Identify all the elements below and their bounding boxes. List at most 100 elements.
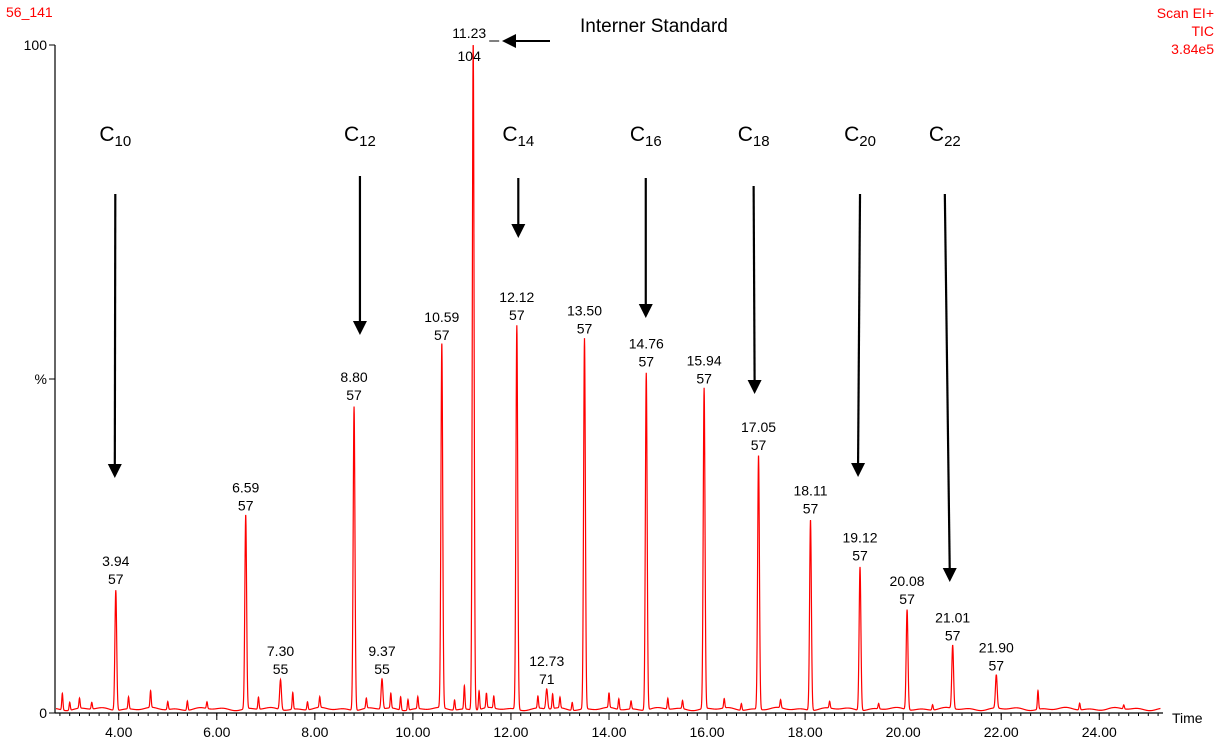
peak-mz-label: 57 [509, 307, 525, 323]
peak-rt-label: 8.80 [340, 369, 367, 385]
x-tick-label: 18.00 [788, 724, 823, 740]
carbon-marker-16: C16 [630, 123, 662, 318]
peak-rt-label: 11.23 [452, 25, 486, 41]
carbon-marker-18: C18 [738, 123, 770, 394]
peak-rt-label: 9.37 [368, 643, 395, 659]
carbon-label: C14 [502, 123, 534, 150]
down-arrow-shaft [752, 185, 756, 383]
x-tick-label: 6.00 [203, 724, 230, 740]
down-arrow-head [511, 224, 526, 238]
carbon-markers: C10 C12 C14 C16 C18 C20 C22 [99, 123, 961, 582]
carbon-label: C20 [844, 123, 876, 150]
peak-mz-label: 57 [899, 591, 915, 607]
tic-trace [55, 44, 1161, 712]
y-tick-label: 100 [24, 37, 48, 53]
peak-label: 9.37 55 [368, 643, 395, 677]
carbon-letter: C [929, 123, 944, 146]
peak-rt-label: 13.50 [567, 302, 602, 318]
internal-standard-arrow [502, 34, 550, 48]
peak-rt-label: 6.59 [232, 479, 259, 495]
peak-mz-label: 104 [458, 48, 482, 64]
carbon-letter: C [502, 123, 517, 146]
peak-rt-label: 21.01 [935, 610, 970, 626]
down-arrow-shaft [943, 193, 951, 571]
carbon-letter: C [630, 123, 645, 146]
peak-mz-label: 57 [346, 387, 362, 403]
peak-labels: 3.94 57 6.59 57 7.30 55 8.80 57 9.37 55 10.59 57 11.… [102, 25, 1014, 687]
peak-label: 12.73 71 [529, 653, 564, 687]
carbon-subscript: 14 [518, 133, 535, 150]
carbon-subscript: 16 [645, 133, 662, 150]
carbon-label: C18 [738, 123, 770, 150]
carbon-label: C12 [344, 123, 376, 150]
carbon-marker-20: C20 [844, 123, 876, 477]
peak-label: 15.94 57 [687, 352, 722, 386]
axis-ticks: 4.00 6.00 8.00 10.00 12.00 14.00 16.00 18.00 20.… [24, 37, 1203, 740]
carbon-subscript: 22 [944, 133, 961, 150]
peak-mz-label: 57 [238, 497, 254, 513]
x-tick-label: 24.00 [1082, 724, 1117, 740]
down-arrow-head [942, 568, 957, 582]
peak-label: 3.94 57 [102, 553, 129, 587]
x-tick-label: 22.00 [984, 724, 1019, 740]
peak-rt-label: 18.11 [793, 483, 827, 499]
peak-rt-label: 12.12 [499, 289, 534, 305]
axes [54, 45, 1163, 714]
peak-label: 12.12 57 [499, 289, 534, 323]
peak-label: 10.59 57 [424, 309, 459, 343]
carbon-label: C22 [929, 123, 961, 150]
carbon-subscript: 18 [753, 133, 770, 150]
carbon-subscript: 12 [359, 133, 376, 150]
peak-mz-label: 55 [273, 661, 289, 677]
peak-rt-label: 7.30 [267, 643, 294, 659]
left-arrow-head [502, 34, 516, 48]
carbon-marker-10: C10 [99, 123, 131, 478]
peak-rt-label: 15.94 [687, 352, 722, 368]
carbon-label: C16 [630, 123, 662, 150]
carbon-letter: C [738, 123, 753, 146]
carbon-letter: C [344, 123, 359, 146]
peak-rt-label: 14.76 [629, 336, 664, 352]
peak-rt-label: 12.73 [529, 653, 564, 669]
peak-label: 19.12 57 [842, 529, 877, 563]
x-tick-label: 4.00 [105, 724, 132, 740]
peak-label: 6.59 57 [232, 479, 259, 513]
x-tick-label: 16.00 [690, 724, 725, 740]
down-arrow-head [107, 464, 122, 478]
peak-mz-label: 57 [945, 628, 961, 644]
down-arrow-head [851, 463, 866, 477]
peak-mz-label: 57 [638, 354, 654, 370]
carbon-marker-22: C22 [929, 123, 961, 582]
sample-id: 56_141 [6, 4, 53, 20]
x-tick-label: 12.00 [493, 724, 528, 740]
peak-mz-label: 57 [696, 370, 712, 386]
carbon-marker-14: C14 [502, 123, 534, 238]
x-tick-label: 14.00 [591, 724, 626, 740]
peak-mz-label: 57 [852, 547, 868, 563]
intensity-scale: 3.84e5 [1171, 41, 1214, 57]
peak-mz-label: 57 [577, 320, 593, 336]
down-arrow-head [352, 321, 367, 335]
peak-rt-label: 3.94 [102, 553, 129, 569]
peak-mz-label: 57 [108, 571, 124, 587]
peak-rt-label: 20.08 [890, 573, 925, 589]
down-arrow-head [638, 304, 653, 318]
acquisition-info: Scan EI+ TIC 3.84e5 [1157, 4, 1214, 58]
carbon-marker-12: C12 [344, 123, 376, 335]
peak-mz-label: 57 [751, 437, 767, 453]
down-arrow-shaft [856, 193, 862, 466]
down-arrow-head [747, 380, 762, 394]
scan-mode: Scan EI+ [1156, 5, 1214, 21]
peak-label: 20.08 57 [890, 573, 925, 607]
peak-label: 14.76 57 [629, 336, 664, 370]
carbon-letter: C [844, 123, 859, 146]
internal-standard-label: Interner Standard [580, 16, 728, 37]
peak-label: 21.90 57 [979, 640, 1014, 674]
peak-label: 21.01 57 [935, 610, 970, 644]
peak-mz-label: 57 [434, 327, 450, 343]
trace-type: TIC [1191, 23, 1214, 39]
peak-label: 18.11 57 [793, 483, 827, 517]
peak-label: 11.23 104 [452, 25, 500, 64]
peak-mz-label: 71 [539, 671, 555, 687]
